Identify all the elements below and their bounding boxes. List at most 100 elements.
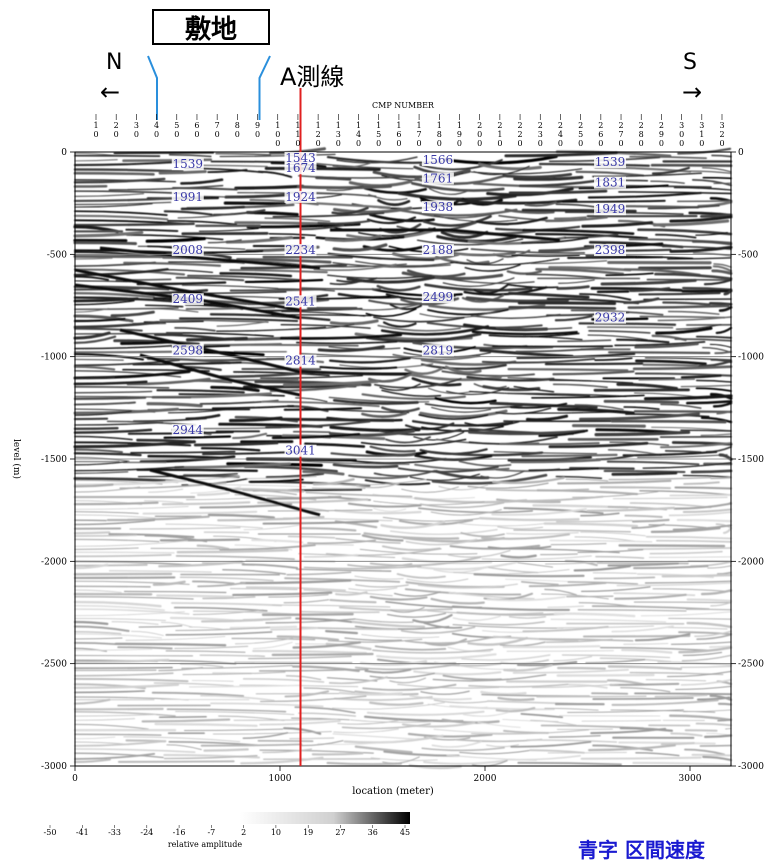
reflector-stroke: [504, 646, 600, 647]
cmp-tick-digit: 0: [174, 130, 179, 139]
velocity-label: 2409: [172, 292, 203, 306]
velocity-label: 2398: [595, 243, 626, 257]
reflector-stroke: [558, 668, 605, 669]
reflector-stroke: [273, 654, 373, 655]
cmp-tick-digit: 0: [437, 139, 442, 148]
colorbar-tick-label: -16: [173, 828, 186, 837]
reflector-stroke: [312, 488, 365, 489]
reflector-stroke: [635, 693, 731, 694]
velocity-label: 2819: [423, 343, 454, 357]
reflector-stroke: [634, 602, 731, 603]
reflector-stroke: [700, 746, 731, 747]
cmp-tick-label: 60: [194, 114, 199, 139]
cmp-tick-digit: 0: [275, 139, 280, 148]
cmp-tick-digit: 8: [639, 130, 644, 139]
cmp-tick-digit: 2: [518, 130, 523, 139]
y-tick-label-right: -1500: [738, 455, 764, 465]
cmp-tick-label: 320: [719, 114, 724, 148]
reflector-stroke: [317, 178, 350, 180]
cmp-tick-digit: 3: [699, 121, 704, 130]
reflector-stroke: [610, 684, 678, 685]
cmp-tick-digit: 1: [376, 121, 381, 130]
reflector-stroke: [703, 178, 731, 179]
reflector-stroke: [676, 488, 732, 489]
y-tick-label: -500: [47, 250, 67, 260]
colorbar-tick-label: 19: [303, 828, 313, 837]
north-label: N: [106, 50, 122, 75]
reflector-stroke: [205, 344, 281, 345]
cmp-tick-label: 250: [578, 114, 583, 148]
reflector-stroke: [592, 693, 627, 694]
cmp-tick-digit: 2: [477, 121, 482, 130]
cmp-tick-digit: 6: [194, 121, 199, 130]
cmp-tick-digit: 2: [518, 121, 523, 130]
cmp-tick-digit: 0: [114, 130, 119, 139]
cmp-tick-digit: 0: [477, 130, 482, 139]
velocity-label: 1924: [285, 190, 316, 204]
cmp-tick-digit: 1: [396, 121, 401, 130]
reflector-stroke: [119, 761, 234, 762]
site-marker-left: [148, 56, 157, 120]
cmp-tick-label: 220: [518, 114, 523, 148]
velocity-label: 1949: [595, 202, 626, 216]
reflector-stroke: [75, 243, 136, 244]
cmp-tick-label: 120: [316, 114, 321, 148]
y-tick-label-right: -2000: [738, 557, 764, 567]
cmp-tick-label: 230: [538, 114, 543, 148]
cmp-tick-digit: 3: [336, 130, 341, 139]
reflector-stroke: [301, 612, 379, 613]
velocity-label: 2944: [172, 423, 203, 437]
colorbar-tick-label: 45: [400, 828, 410, 837]
cmp-tick-digit: 1: [437, 121, 442, 130]
reflector-stroke: [157, 596, 232, 597]
cmp-tick-digit: 2: [497, 121, 502, 130]
cmp-tick-label: 190: [457, 114, 462, 148]
reflector-stroke: [620, 545, 724, 546]
cmp-tick-digit: 0: [376, 139, 381, 148]
reflector-stroke: [548, 752, 626, 753]
cmp-tick-digit: 0: [457, 139, 462, 148]
cmp-tick-digit: 3: [134, 121, 139, 130]
cmp-tick-digit: 0: [618, 139, 623, 148]
cmp-tick-digit: 0: [336, 139, 341, 148]
cmp-tick-digit: 0: [699, 139, 704, 148]
cmp-tick-label: 70: [215, 114, 220, 139]
cmp-tick-digit: 0: [154, 130, 159, 139]
reflector-stroke: [568, 257, 663, 258]
velocity-label: 1761: [423, 171, 454, 185]
colorbar-tick-label: 2: [241, 828, 246, 837]
velocity-label: 1566: [423, 153, 454, 167]
cmp-tick-digit: 7: [215, 121, 220, 130]
cmp-tick-digit: 0: [518, 139, 523, 148]
cmp-tick-label: 20: [114, 114, 119, 139]
cmp-tick-digit: 2: [114, 121, 119, 130]
south-arrow: →: [682, 78, 702, 106]
x-axis-label: location (meter): [352, 786, 434, 797]
north-arrow: ←: [100, 78, 120, 106]
cmp-tick-digit: 0: [719, 139, 724, 148]
x-tick-label: 3000: [679, 774, 702, 784]
colorbar-tick-label: 36: [368, 828, 378, 837]
reflector-stroke: [75, 532, 109, 533]
reflector-stroke: [75, 173, 154, 174]
reflector-stroke: [75, 586, 150, 587]
cmp-axis: CMP NUMBER102030405060708090100110120130…: [93, 101, 724, 148]
colorbar-gradient: [240, 812, 410, 824]
reflector-stroke: [75, 428, 118, 429]
reflector-stroke: [75, 535, 136, 536]
cmp-tick-digit: 5: [578, 130, 583, 139]
reflector-stroke: [75, 378, 114, 379]
velocity-label: 2541: [285, 294, 316, 308]
reflector-stroke: [582, 758, 701, 759]
reflector-stroke: [609, 352, 709, 353]
velocity-label: 1938: [423, 200, 454, 214]
cmp-tick-digit: 1: [497, 130, 502, 139]
line-label: A測線: [280, 57, 344, 92]
cmp-tick-digit: 2: [719, 130, 724, 139]
x-tick-label: 1000: [269, 774, 292, 784]
cmp-tick-digit: 3: [719, 121, 724, 130]
reflector-stroke: [205, 749, 248, 750]
reflector-stroke: [687, 609, 732, 610]
